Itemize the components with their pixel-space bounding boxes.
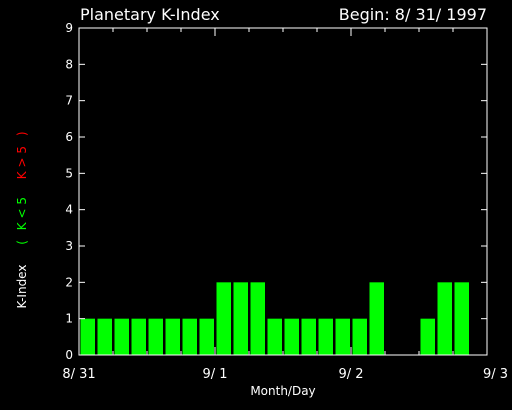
k-index-bar bbox=[165, 318, 180, 355]
k-index-bar bbox=[454, 282, 469, 355]
x-tick-label: 9/ 1 bbox=[202, 367, 227, 382]
y-tick-label: 8 bbox=[65, 57, 73, 71]
k-index-bar bbox=[437, 282, 452, 355]
svg-text:K-Index ( K < 5: K-Index ( K < 5 K > 5 ) bbox=[15, 131, 29, 308]
k-index-bar bbox=[131, 318, 146, 355]
y-axis-close-paren: ) bbox=[15, 131, 29, 136]
k-index-bar bbox=[420, 318, 435, 355]
x-tick-label: 9/ 3 bbox=[483, 367, 508, 382]
k-index-bar bbox=[369, 282, 384, 355]
bar-series bbox=[80, 282, 469, 355]
x-tick-label: 8/ 31 bbox=[62, 367, 95, 382]
x-axis-title: Month/Day bbox=[250, 384, 315, 398]
k-index-bar bbox=[301, 318, 316, 355]
k-index-bar bbox=[148, 318, 163, 355]
k-index-bar bbox=[284, 318, 299, 355]
k-index-bar bbox=[233, 282, 248, 355]
y-axis-title: K-Index bbox=[15, 265, 29, 309]
y-tick-label: 9 bbox=[65, 21, 73, 35]
y-axis-high-legend: K > 5 bbox=[15, 146, 29, 179]
y-tick-label: 0 bbox=[65, 348, 73, 362]
k-index-bar bbox=[335, 318, 350, 355]
k-index-bar bbox=[216, 282, 231, 355]
k-index-bar bbox=[80, 318, 95, 355]
k-index-bar bbox=[352, 318, 367, 355]
k-index-bar bbox=[199, 318, 214, 355]
k-index-bar bbox=[114, 318, 129, 355]
y-tick-label: 7 bbox=[65, 94, 73, 108]
y-axis-low-legend: K < 5 bbox=[15, 197, 29, 230]
k-index-bar bbox=[97, 318, 112, 355]
begin-date-label: Begin: 8/ 31/ 1997 bbox=[339, 5, 487, 24]
k-index-bar bbox=[250, 282, 265, 355]
plot-frame bbox=[78, 27, 488, 356]
x-tick-label: 9/ 2 bbox=[338, 367, 363, 382]
k-index-bar bbox=[182, 318, 197, 355]
y-axis-open-paren: ( bbox=[15, 240, 29, 245]
y-tick-label: 6 bbox=[65, 130, 73, 144]
y-tick-label: 1 bbox=[65, 312, 73, 326]
y-tick-label: 3 bbox=[65, 239, 73, 253]
k-index-bar bbox=[318, 318, 333, 355]
chart-title: Planetary K-Index bbox=[80, 5, 220, 24]
axes: 0 1 2 3 4 5 6 7 8 9 8/ 31 9/ 1 9/ 2 9/ 3 bbox=[62, 21, 508, 382]
k-index-bar bbox=[267, 318, 282, 355]
y-tick-label: 2 bbox=[65, 275, 73, 289]
y-tick-label: 5 bbox=[65, 166, 73, 180]
y-tick-label: 4 bbox=[65, 203, 73, 217]
y-axis-label: K-Index ( K < 5 K > 5 ) bbox=[15, 131, 29, 308]
